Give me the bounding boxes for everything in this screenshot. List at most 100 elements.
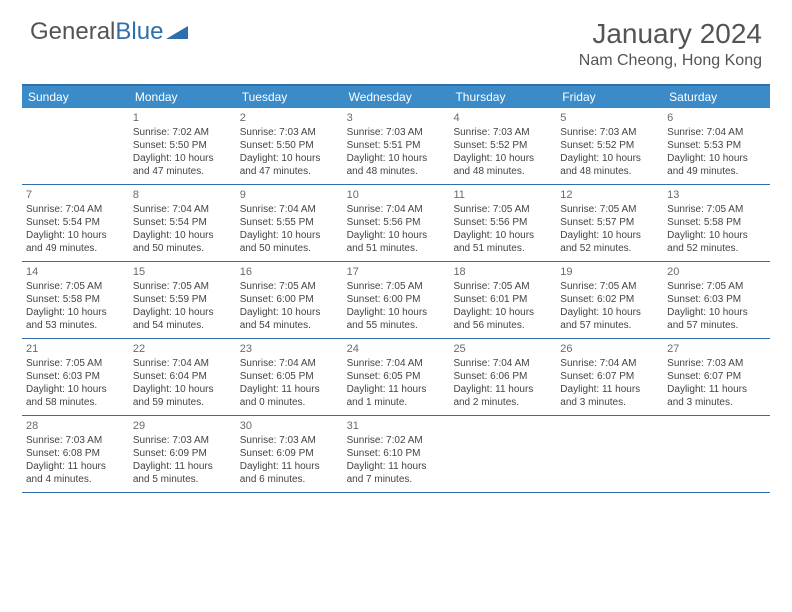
day-number: 10 xyxy=(347,188,446,202)
day-cell: 16Sunrise: 7:05 AMSunset: 6:00 PMDayligh… xyxy=(236,262,343,338)
dow-cell: Sunday xyxy=(22,86,129,108)
day-cell: 15Sunrise: 7:05 AMSunset: 5:59 PMDayligh… xyxy=(129,262,236,338)
day-sunset: Sunset: 6:00 PM xyxy=(347,293,446,306)
day-number: 11 xyxy=(453,188,552,202)
logo-text-1: General xyxy=(30,18,115,46)
day-daylight2: and 52 minutes. xyxy=(560,242,659,255)
day-sunset: Sunset: 6:07 PM xyxy=(560,370,659,383)
day-cell: 4Sunrise: 7:03 AMSunset: 5:52 PMDaylight… xyxy=(449,108,556,184)
day-sunrise: Sunrise: 7:03 AM xyxy=(133,434,232,447)
day-cell xyxy=(663,416,770,492)
day-daylight1: Daylight: 11 hours xyxy=(26,460,125,473)
day-daylight1: Daylight: 10 hours xyxy=(133,152,232,165)
day-daylight1: Daylight: 10 hours xyxy=(133,383,232,396)
day-daylight1: Daylight: 10 hours xyxy=(240,306,339,319)
day-sunset: Sunset: 5:57 PM xyxy=(560,216,659,229)
day-number: 7 xyxy=(26,188,125,202)
day-sunrise: Sunrise: 7:03 AM xyxy=(667,357,766,370)
day-daylight1: Daylight: 10 hours xyxy=(347,152,446,165)
day-daylight2: and 6 minutes. xyxy=(240,473,339,486)
day-daylight2: and 56 minutes. xyxy=(453,319,552,332)
day-number: 31 xyxy=(347,419,446,433)
day-daylight2: and 50 minutes. xyxy=(240,242,339,255)
day-daylight2: and 53 minutes. xyxy=(26,319,125,332)
day-sunset: Sunset: 6:04 PM xyxy=(133,370,232,383)
day-sunrise: Sunrise: 7:04 AM xyxy=(240,357,339,370)
day-cell: 1Sunrise: 7:02 AMSunset: 5:50 PMDaylight… xyxy=(129,108,236,184)
day-cell: 7Sunrise: 7:04 AMSunset: 5:54 PMDaylight… xyxy=(22,185,129,261)
calendar: SundayMondayTuesdayWednesdayThursdayFrid… xyxy=(22,84,770,493)
day-cell: 11Sunrise: 7:05 AMSunset: 5:56 PMDayligh… xyxy=(449,185,556,261)
day-daylight2: and 51 minutes. xyxy=(453,242,552,255)
day-daylight2: and 49 minutes. xyxy=(26,242,125,255)
day-daylight1: Daylight: 10 hours xyxy=(26,306,125,319)
day-number: 13 xyxy=(667,188,766,202)
day-sunset: Sunset: 6:00 PM xyxy=(240,293,339,306)
day-sunrise: Sunrise: 7:02 AM xyxy=(347,434,446,447)
day-sunset: Sunset: 5:58 PM xyxy=(667,216,766,229)
day-cell: 22Sunrise: 7:04 AMSunset: 6:04 PMDayligh… xyxy=(129,339,236,415)
day-cell: 25Sunrise: 7:04 AMSunset: 6:06 PMDayligh… xyxy=(449,339,556,415)
day-cell: 29Sunrise: 7:03 AMSunset: 6:09 PMDayligh… xyxy=(129,416,236,492)
day-cell xyxy=(556,416,663,492)
day-sunset: Sunset: 6:09 PM xyxy=(133,447,232,460)
title-block: January 2024 Nam Cheong, Hong Kong xyxy=(579,18,762,70)
day-sunrise: Sunrise: 7:03 AM xyxy=(240,434,339,447)
day-daylight2: and 3 minutes. xyxy=(667,396,766,409)
day-sunrise: Sunrise: 7:05 AM xyxy=(26,280,125,293)
day-sunrise: Sunrise: 7:05 AM xyxy=(347,280,446,293)
day-daylight2: and 0 minutes. xyxy=(240,396,339,409)
day-daylight1: Daylight: 10 hours xyxy=(133,229,232,242)
day-sunrise: Sunrise: 7:04 AM xyxy=(133,357,232,370)
day-number: 9 xyxy=(240,188,339,202)
day-sunset: Sunset: 5:50 PM xyxy=(133,139,232,152)
dow-cell: Tuesday xyxy=(236,86,343,108)
day-cell: 8Sunrise: 7:04 AMSunset: 5:54 PMDaylight… xyxy=(129,185,236,261)
day-sunset: Sunset: 5:52 PM xyxy=(560,139,659,152)
day-number: 20 xyxy=(667,265,766,279)
day-sunset: Sunset: 5:54 PM xyxy=(26,216,125,229)
day-number: 19 xyxy=(560,265,659,279)
location-label: Nam Cheong, Hong Kong xyxy=(579,52,762,70)
day-sunrise: Sunrise: 7:05 AM xyxy=(560,203,659,216)
day-daylight1: Daylight: 11 hours xyxy=(453,383,552,396)
day-daylight1: Daylight: 10 hours xyxy=(453,229,552,242)
day-cell: 5Sunrise: 7:03 AMSunset: 5:52 PMDaylight… xyxy=(556,108,663,184)
day-number: 22 xyxy=(133,342,232,356)
page-header: GeneralBlue January 2024 Nam Cheong, Hon… xyxy=(0,0,792,78)
day-number: 23 xyxy=(240,342,339,356)
day-daylight1: Daylight: 10 hours xyxy=(347,229,446,242)
day-sunset: Sunset: 5:56 PM xyxy=(453,216,552,229)
day-daylight2: and 5 minutes. xyxy=(133,473,232,486)
day-cell: 23Sunrise: 7:04 AMSunset: 6:05 PMDayligh… xyxy=(236,339,343,415)
day-daylight2: and 47 minutes. xyxy=(133,165,232,178)
day-daylight2: and 48 minutes. xyxy=(453,165,552,178)
day-sunrise: Sunrise: 7:03 AM xyxy=(26,434,125,447)
day-sunset: Sunset: 6:05 PM xyxy=(347,370,446,383)
day-number: 6 xyxy=(667,111,766,125)
day-daylight1: Daylight: 10 hours xyxy=(667,152,766,165)
day-sunrise: Sunrise: 7:05 AM xyxy=(453,280,552,293)
day-sunset: Sunset: 5:51 PM xyxy=(347,139,446,152)
day-daylight1: Daylight: 10 hours xyxy=(26,383,125,396)
day-sunset: Sunset: 6:06 PM xyxy=(453,370,552,383)
day-sunrise: Sunrise: 7:03 AM xyxy=(240,126,339,139)
day-sunset: Sunset: 5:58 PM xyxy=(26,293,125,306)
day-daylight2: and 2 minutes. xyxy=(453,396,552,409)
day-number: 27 xyxy=(667,342,766,356)
day-cell: 26Sunrise: 7:04 AMSunset: 6:07 PMDayligh… xyxy=(556,339,663,415)
dow-cell: Wednesday xyxy=(343,86,450,108)
day-cell: 28Sunrise: 7:03 AMSunset: 6:08 PMDayligh… xyxy=(22,416,129,492)
day-cell: 9Sunrise: 7:04 AMSunset: 5:55 PMDaylight… xyxy=(236,185,343,261)
day-sunrise: Sunrise: 7:04 AM xyxy=(667,126,766,139)
day-cell: 24Sunrise: 7:04 AMSunset: 6:05 PMDayligh… xyxy=(343,339,450,415)
day-daylight2: and 7 minutes. xyxy=(347,473,446,486)
day-number: 12 xyxy=(560,188,659,202)
day-sunrise: Sunrise: 7:05 AM xyxy=(453,203,552,216)
day-daylight2: and 57 minutes. xyxy=(667,319,766,332)
day-daylight1: Daylight: 11 hours xyxy=(240,383,339,396)
day-sunrise: Sunrise: 7:05 AM xyxy=(133,280,232,293)
day-daylight1: Daylight: 11 hours xyxy=(347,460,446,473)
dow-cell: Friday xyxy=(556,86,663,108)
day-number: 14 xyxy=(26,265,125,279)
